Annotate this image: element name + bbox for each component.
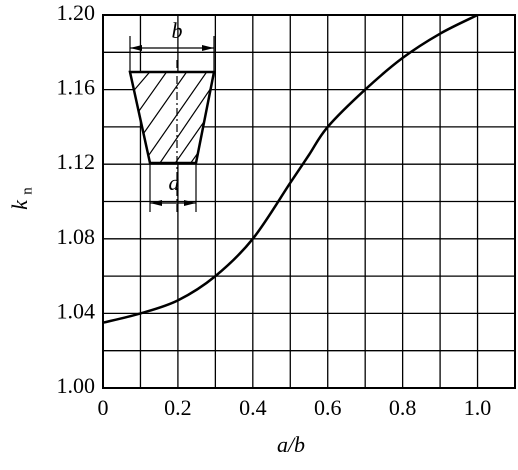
data-line — [102, 13, 479, 324]
y-tick-label: 1.20 — [57, 0, 96, 25]
annotation: b — [172, 18, 183, 43]
plot-frame — [102, 14, 516, 389]
arrowhead — [130, 45, 142, 51]
x-tick-label: 0 — [98, 395, 109, 420]
arrowhead — [184, 200, 196, 206]
x-tick-label: 0.2 — [164, 395, 192, 420]
inset-diagram: b a — [128, 18, 216, 215]
x-tick-label: 0.4 — [239, 395, 267, 420]
y-tick-label: 1.00 — [57, 373, 96, 398]
x-tick-label: 0.6 — [314, 395, 342, 420]
arrowhead — [150, 200, 162, 206]
y-axis-label-subscript: n — [19, 187, 35, 195]
y-tick-label: 1.12 — [57, 149, 96, 174]
x-tick-label: 1.0 — [464, 395, 492, 420]
y-tick-label: 1.16 — [57, 75, 96, 100]
arrowhead — [202, 45, 214, 51]
y-axis-label: k n — [7, 187, 35, 210]
y-axis-label-main: k — [7, 199, 32, 210]
x-axis-label: a/b — [277, 432, 305, 457]
annotation: a — [169, 170, 180, 195]
y-tick-label: 1.04 — [57, 298, 96, 323]
x-tick-label: 0.8 — [389, 395, 417, 420]
grid — [102, 14, 516, 389]
inset-background — [130, 72, 214, 163]
y-tick-label: 1.08 — [57, 224, 96, 249]
